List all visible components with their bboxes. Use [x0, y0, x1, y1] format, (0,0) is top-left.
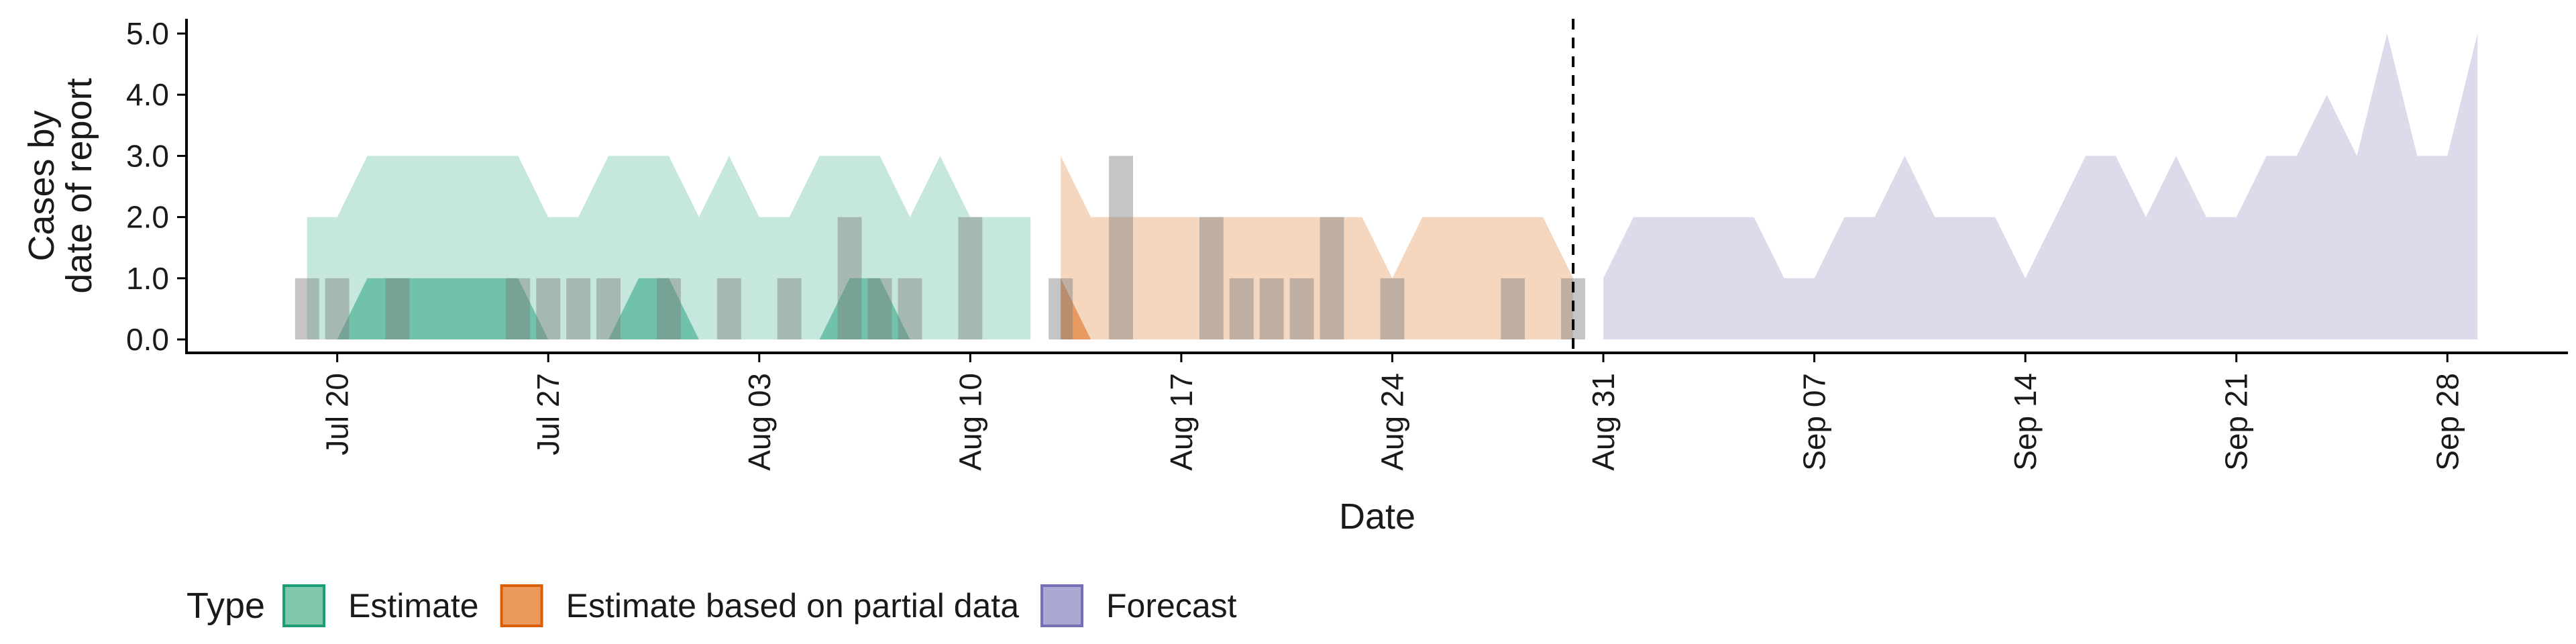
reported-case-bar	[898, 278, 922, 339]
x-tick-label: Sep 21	[2219, 373, 2254, 471]
reported-case-bar	[385, 278, 410, 339]
y-axis-title: Cases bydate of report	[21, 78, 99, 293]
y-tick-label: 3.0	[126, 138, 169, 173]
x-tick-label: Jul 20	[320, 373, 355, 455]
reported-case-bar	[1109, 156, 1133, 339]
reported-case-bar	[1229, 278, 1254, 339]
y-tick-label: 1.0	[126, 261, 169, 296]
reported-case-bar	[777, 278, 802, 339]
legend-label: Estimate based on partial data	[566, 587, 1020, 625]
y-tick-label: 0.0	[126, 322, 169, 357]
reported-case-bar	[1501, 278, 1525, 339]
legend: Type Estimate Estimate based on partial da…	[186, 584, 1237, 627]
legend-title: Type	[186, 586, 265, 626]
ribbon-outer-1	[1061, 156, 1574, 339]
reported-case-bar	[657, 278, 681, 339]
legend-key	[1040, 584, 1084, 627]
ribbon-outer-2	[1603, 34, 2478, 339]
x-tick-label: Jul 27	[531, 373, 566, 455]
plot-area	[294, 19, 2478, 353]
x-axis-title: Date	[1339, 496, 1415, 537]
y-axis-title-line: date of report	[59, 78, 99, 293]
y-tick-label: 4.0	[126, 77, 169, 112]
x-tick-label: Aug 17	[1164, 373, 1199, 471]
reported-case-bar	[867, 278, 892, 339]
x-tick-label: Aug 31	[1586, 373, 1621, 471]
reported-case-bar	[506, 278, 531, 339]
legend-label: Forecast	[1106, 587, 1237, 625]
reported-case-bar	[596, 278, 621, 339]
x-tick-label: Aug 10	[953, 373, 987, 471]
x-tick-label: Aug 03	[742, 373, 777, 471]
reported-case-bar	[958, 217, 983, 339]
x-tick-label: Sep 07	[1797, 373, 1832, 471]
legend-key	[500, 584, 543, 627]
ribbon-inner-0	[307, 278, 1031, 339]
y-axis-title-line: Cases by	[21, 110, 62, 261]
x-tick-label: Sep 28	[2430, 373, 2465, 471]
reported-case-bar	[1320, 217, 1344, 339]
x-tick-label: Sep 14	[2008, 373, 2043, 471]
y-tick-label: 5.0	[126, 16, 169, 51]
reported-case-bar	[1380, 278, 1405, 339]
reported-case-bar	[837, 217, 862, 339]
reported-case-bar	[1289, 278, 1314, 339]
reported-case-bar	[716, 278, 741, 339]
reported-case-bar	[536, 278, 561, 339]
y-tick-label: 2.0	[126, 200, 169, 235]
axes: 0.0 1.0 2.0 3.0 4.0 5.0 Jul 20 Jul 27 Aug 03 Aug …	[21, 16, 2568, 537]
legend-key	[282, 584, 326, 627]
legend-label: Estimate	[348, 587, 479, 625]
reported-case-bar	[325, 278, 350, 339]
reported-case-bar	[1049, 278, 1073, 339]
reported-case-bar	[1259, 278, 1284, 339]
reported-case-bar	[1199, 217, 1224, 339]
x-tick-label: Aug 24	[1375, 373, 1410, 471]
reported-case-bar	[566, 278, 591, 339]
reported-case-bar	[294, 278, 319, 339]
